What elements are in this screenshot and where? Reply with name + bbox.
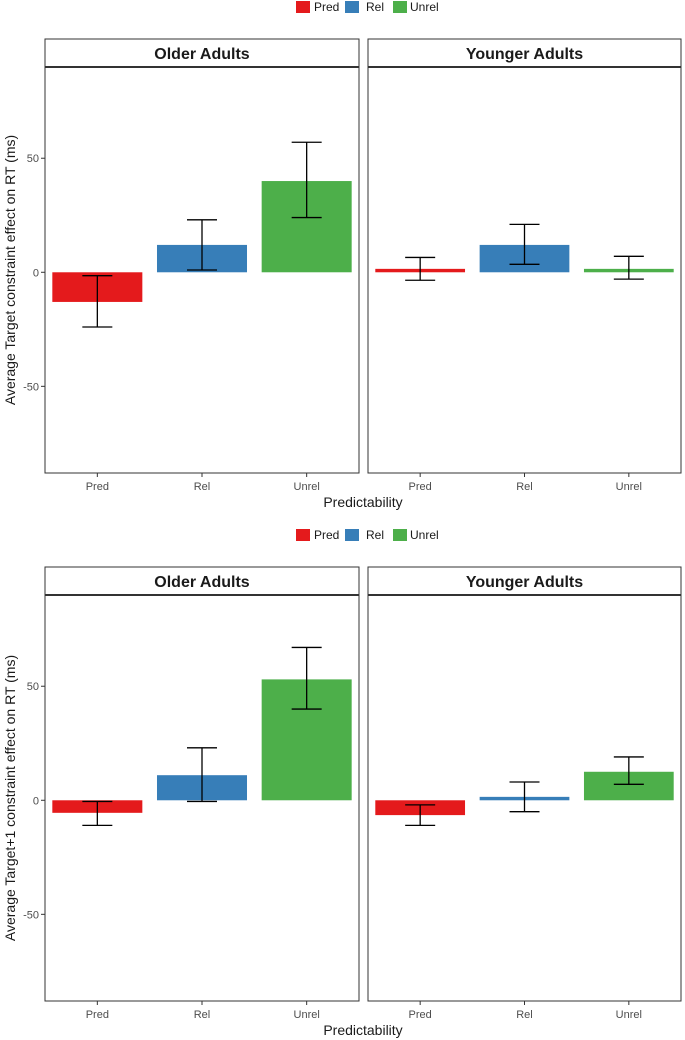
x-tick-label: Unrel xyxy=(616,1009,642,1021)
x-tick-label: Unrel xyxy=(294,1009,320,1021)
error-bar-unrel xyxy=(291,646,322,710)
legend-swatch-rel xyxy=(345,529,359,541)
legend-label-rel: Rel xyxy=(366,0,384,14)
panel-strip xyxy=(44,566,360,596)
error-bar-pred xyxy=(405,804,436,827)
y-axis-title: Average Target constraint effect on RT (… xyxy=(2,135,18,405)
legend-label-unrel: Unrel xyxy=(410,528,439,542)
legend-swatch-unrel xyxy=(393,1,407,13)
x-axis-title: Predictability xyxy=(323,494,402,510)
legend-swatch-pred xyxy=(296,1,310,13)
x-tick-label: Rel xyxy=(194,1009,211,1021)
error-bar-pred xyxy=(82,275,113,328)
x-tick-label: Rel xyxy=(516,481,533,493)
x-tick-label: Unrel xyxy=(616,481,642,493)
panel-older-adults: Older Adults Pred Rel Unrel xyxy=(44,566,360,1021)
panel-strip xyxy=(44,38,360,68)
error-bar-unrel xyxy=(613,756,644,785)
x-axis-title: Predictability xyxy=(323,1022,402,1038)
error-bar-rel xyxy=(509,223,540,265)
error-bar-rel xyxy=(187,219,217,271)
error-bar-rel xyxy=(509,781,540,813)
legend: Pred Rel Unrel xyxy=(296,528,439,542)
legend-swatch-pred xyxy=(296,529,310,541)
x-tick-label: Rel xyxy=(516,1009,533,1021)
y-tick-label: 50 xyxy=(27,153,39,165)
panel-strip xyxy=(367,38,682,68)
legend: Pred Rel Unrel xyxy=(296,0,439,14)
error-bar-unrel xyxy=(291,141,322,219)
x-tick-label: Pred xyxy=(409,481,432,493)
panel-younger-adults: Younger Adults Pred Rel Unrel xyxy=(367,566,682,1021)
y-tick-label: 0 xyxy=(33,267,39,279)
y-tick-label: 50 xyxy=(27,681,39,693)
error-bar-pred xyxy=(405,256,436,281)
error-bar-rel xyxy=(187,747,217,803)
legend-swatch-rel xyxy=(345,1,359,13)
x-tick-label: Pred xyxy=(409,1009,432,1021)
x-tick-label: Pred xyxy=(86,481,109,493)
error-bar-unrel xyxy=(613,255,644,280)
panel-younger-adults: Younger Adults Pred Rel Unrel xyxy=(367,38,682,493)
panel-older-adults: Older Adults Pred Rel Unrel xyxy=(44,38,360,493)
y-tick-label: -50 xyxy=(23,381,39,393)
panel-title: Older Adults xyxy=(154,574,250,591)
panel-title: Younger Adults xyxy=(466,574,583,591)
legend-swatch-unrel xyxy=(393,529,407,541)
legend-label-rel: Rel xyxy=(366,528,384,542)
legend-label-pred: Pred xyxy=(314,528,339,542)
panel-title: Younger Adults xyxy=(466,46,583,63)
y-tick-label: 0 xyxy=(33,795,39,807)
panel-title: Older Adults xyxy=(154,46,250,63)
x-tick-label: Unrel xyxy=(294,481,320,493)
error-bar-pred xyxy=(82,800,113,827)
y-axis-title: Average Target+1 constraint effect on RT… xyxy=(2,655,18,941)
y-tick-label: -50 xyxy=(23,909,39,921)
x-tick-label: Pred xyxy=(86,1009,109,1021)
x-tick-label: Rel xyxy=(194,481,211,493)
legend-label-unrel: Unrel xyxy=(410,0,439,14)
legend-label-pred: Pred xyxy=(314,0,339,14)
panel-strip xyxy=(367,566,682,596)
